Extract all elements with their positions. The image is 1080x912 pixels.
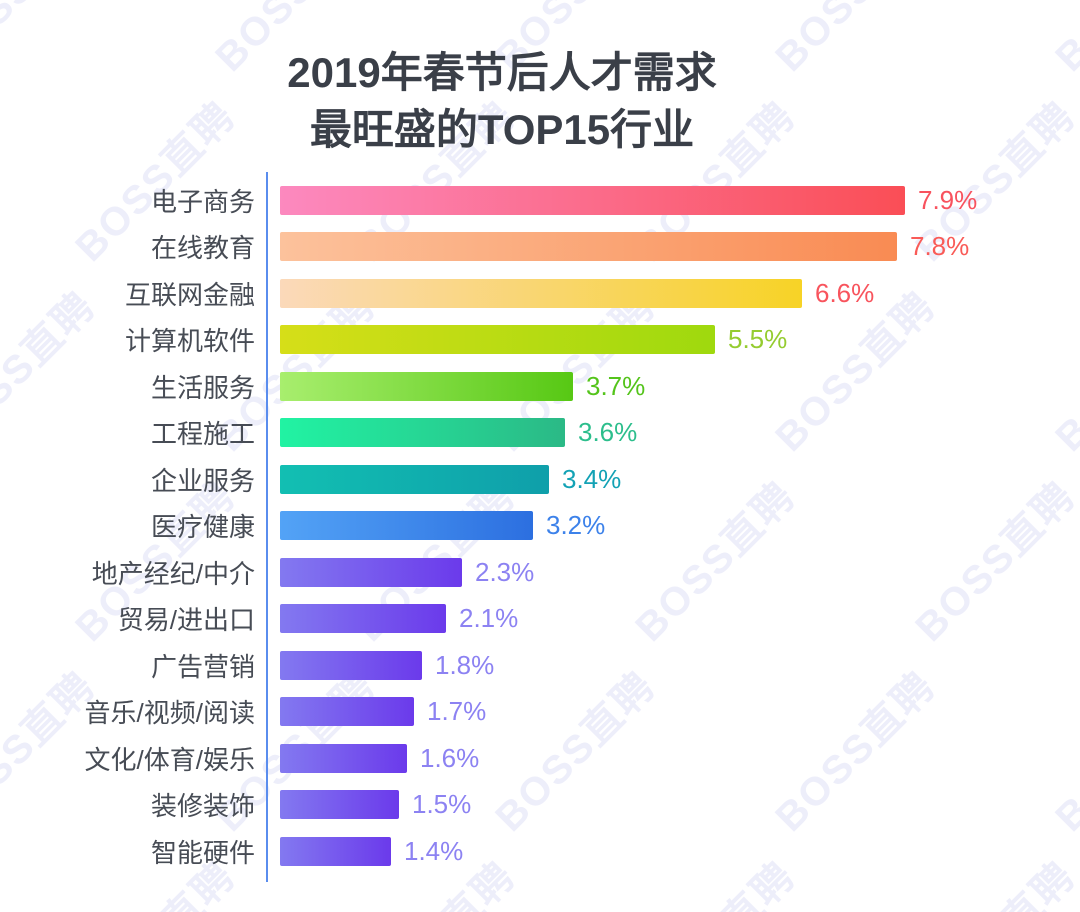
value-label: 3.4%	[562, 463, 622, 494]
bar-row: 音乐/视频/阅读 1.7%	[0, 689, 977, 736]
bar-row: 广告营销 1.8%	[0, 642, 977, 689]
value-label: 1.7%	[427, 696, 487, 727]
bar	[280, 511, 533, 541]
category-label: 互联网金融	[124, 279, 255, 310]
bar-row: 企业服务 3.4%	[0, 456, 977, 503]
value-label: 1.5%	[412, 789, 472, 820]
value-label: 1.6%	[420, 742, 480, 773]
bar	[280, 836, 391, 866]
value-label: 7.8%	[910, 231, 970, 262]
bar-row: 计算机软件 5.5%	[0, 317, 977, 364]
value-label: 5.5%	[728, 324, 788, 355]
value-label: 3.7%	[586, 370, 646, 401]
watermark-text: BOSS直聘	[1047, 663, 1080, 840]
value-label: 7.9%	[918, 184, 978, 215]
bar	[280, 557, 462, 587]
category-label: 装修装饰	[150, 791, 255, 822]
category-label: 工程施工	[150, 419, 255, 450]
category-label: 广告营销	[150, 651, 255, 682]
bar-row: 电子商务 7.9%	[0, 177, 977, 224]
bar-row: 装修装饰 1.5%	[0, 782, 977, 829]
bar	[280, 418, 565, 448]
category-label: 电子商务	[150, 186, 255, 217]
category-label: 企业服务	[150, 465, 255, 496]
bar	[280, 743, 407, 773]
bar	[280, 650, 422, 680]
value-label: 6.6%	[815, 277, 875, 308]
bar-row: 生活服务 3.7%	[0, 363, 977, 410]
bar-row: 工程施工 3.6%	[0, 410, 977, 457]
category-label: 生活服务	[150, 372, 255, 403]
bar	[280, 371, 573, 401]
value-label: 2.3%	[475, 556, 535, 587]
category-label: 地产经纪/中介	[91, 558, 255, 589]
category-label: 文化/体育/娱乐	[84, 744, 255, 775]
category-label: 计算机软件	[124, 326, 255, 357]
bar-row: 地产经纪/中介 2.3%	[0, 549, 977, 596]
bar	[280, 604, 446, 634]
chart-title-line1: 2019年春节后人才需求	[287, 49, 717, 96]
bar	[280, 464, 549, 494]
chart-title-line2: 最旺盛的TOP15行业	[309, 106, 695, 153]
value-label: 2.1%	[459, 603, 519, 634]
bar-row: 互联网金融 6.6%	[0, 270, 977, 317]
watermark-text: BOSS直聘	[1047, 283, 1080, 460]
category-label: 贸易/进出口	[117, 605, 255, 636]
value-label: 3.2%	[546, 510, 606, 541]
watermark-text: BOSS直聘	[1040, 0, 1080, 82]
bar-row: 贸易/进出口 2.1%	[0, 596, 977, 643]
bar	[280, 232, 897, 262]
chart-title: 2019年春节后人才需求 最旺盛的TOP15行业	[0, 44, 1004, 158]
bar	[280, 325, 715, 355]
category-label: 智能硬件	[150, 837, 255, 868]
value-label: 3.6%	[578, 417, 638, 448]
bar-row: 在线教育 7.8%	[0, 224, 977, 271]
bar-row: 医疗健康 3.2%	[0, 503, 977, 550]
value-label: 1.4%	[404, 835, 464, 866]
value-label: 1.8%	[435, 649, 495, 680]
y-axis-line	[266, 172, 268, 882]
bar-row: 智能硬件 1.4%	[0, 828, 977, 875]
category-label: 医疗健康	[150, 512, 255, 543]
category-label: 音乐/视频/阅读	[84, 698, 255, 729]
category-label: 在线教育	[150, 233, 255, 264]
bar	[280, 278, 802, 308]
bar-chart: 电子商务 7.9% 在线教育 7.8% 互联网金融 6.6% 计算机软件 5.5% 生活服务 3.…	[0, 177, 978, 875]
bar-row: 文化/体育/娱乐 1.6%	[0, 735, 977, 782]
bar	[280, 185, 905, 215]
bar	[280, 697, 414, 727]
bar	[280, 790, 399, 820]
